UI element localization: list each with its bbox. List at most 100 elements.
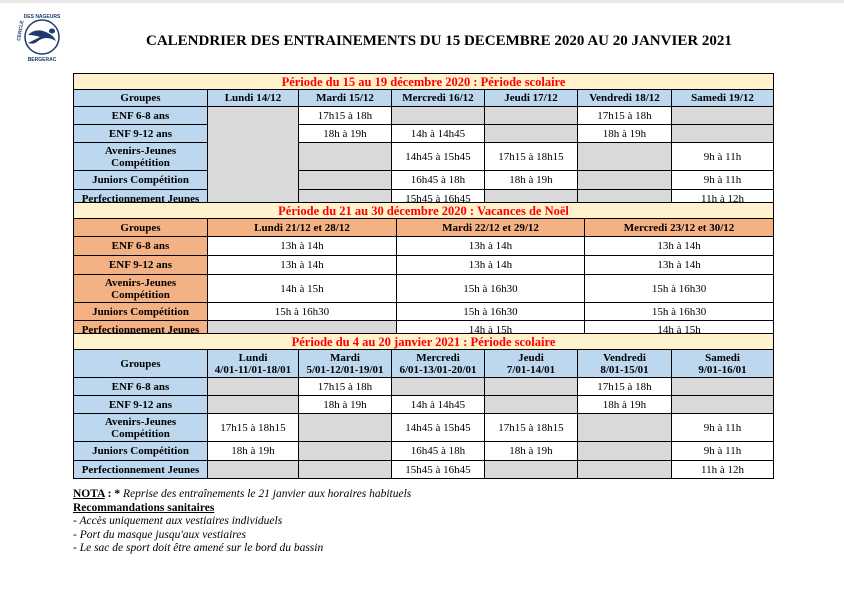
- empty-cell: [670, 124, 775, 143]
- header-line: Lundi 21/12 et 28/12: [254, 221, 350, 234]
- recommendation-item: - Accès uniquement aux vestiaires indivi…: [73, 515, 283, 527]
- schedule-cell: 13h à 14h: [396, 236, 585, 256]
- schedule-cell: 13h à 14h: [207, 236, 397, 256]
- header-line: Mercredi: [416, 351, 460, 364]
- schedule-cell: 14h à 14h45: [391, 124, 485, 143]
- table-row: Perfectionnement Jeunes 15h45 à 16h45 11h …: [73, 460, 775, 479]
- notes-section: NOTA : * Reprise des entraînements le 21…: [73, 488, 411, 556]
- nota-separator: : *: [104, 488, 123, 500]
- schedule-cell: 18h à 19h: [577, 395, 672, 414]
- header-line: Jeudi: [518, 351, 544, 364]
- header-line: Groupes: [120, 357, 161, 370]
- column-header-day: Jeudi 7/01-14/01: [484, 349, 578, 378]
- header-line: 6/01-13/01-20/01: [399, 363, 477, 376]
- header-line: 7/01-14/01: [506, 363, 556, 376]
- svg-text:BERGERAC: BERGERAC: [28, 57, 57, 63]
- header-line: Samedi: [705, 351, 740, 364]
- empty-cell: [207, 395, 299, 414]
- empty-cell: [577, 142, 672, 171]
- column-header-day: Mercredi 6/01-13/01-20/01: [391, 349, 485, 378]
- group-name: Avenirs-Jeunes Compétition: [73, 274, 208, 303]
- header-line: Mercredi 16/12: [402, 92, 474, 104]
- schedule-cell: 18h à 19h: [484, 441, 578, 461]
- empty-cell: [207, 377, 299, 396]
- header-line: Jeudi 17/12: [504, 92, 558, 104]
- schedule-cell: 18h à 19h: [298, 124, 392, 143]
- empty-cell: [298, 170, 392, 190]
- column-header-day: Mardi 15/12: [298, 89, 392, 107]
- header-row: Groupes Lundi 21/12 et 28/12 Mardi 22/12 e…: [73, 218, 775, 237]
- column-header-groups: Groupes: [73, 89, 208, 107]
- group-name: Avenirs-Jeunes Compétition: [73, 413, 208, 442]
- nota-text: Reprise des entraînements le 21 janvier …: [122, 488, 412, 500]
- empty-cell: [298, 142, 392, 171]
- empty-merged-cell: [207, 106, 299, 208]
- empty-cell: [670, 377, 775, 396]
- schedule-cell: 14h à 14h45: [391, 395, 485, 414]
- group-name: Juniors Compétition: [73, 302, 208, 321]
- header-row: Groupes Lundi 4/01-11/01-18/01 Mardi 5/01-12…: [73, 349, 775, 378]
- group-name: ENF 9-12 ans: [73, 255, 208, 275]
- table-row: Juniors Compétition 16h45 à 18h 18h à 19h 9…: [73, 170, 775, 190]
- page-title: CALENDRIER DES ENTRAINEMENTS DU 15 DECEM…: [146, 33, 732, 49]
- header-line: Groupes: [120, 221, 161, 234]
- empty-cell: [484, 124, 578, 143]
- column-header-day: Lundi 4/01-11/01-18/01: [207, 349, 299, 378]
- empty-cell: [484, 106, 578, 125]
- column-header-day: Mercredi 16/12: [391, 89, 485, 107]
- schedule-cell: 9h à 11h: [670, 142, 775, 171]
- column-header-day: Vendredi 8/01-15/01: [577, 349, 672, 378]
- column-header-day: Mardi 5/01-12/01-19/01: [298, 349, 392, 378]
- table-row: Avenirs-Jeunes Compétition 14h à 15h 15h à…: [73, 274, 775, 303]
- group-name: ENF 9-12 ans: [73, 124, 208, 143]
- schedule-cell: 15h à 16h30: [583, 274, 775, 303]
- empty-cell: [207, 460, 299, 479]
- recommendation-item: - Port du masque jusqu'aux vestiaires: [73, 528, 246, 541]
- empty-cell: [577, 170, 672, 190]
- column-header-day: Samedi 9/01-16/01: [670, 349, 775, 378]
- schedule-cell: 17h15 à 18h15: [207, 413, 299, 442]
- table-row: Avenirs-Jeunes Compétition 14h45 à 15h45 1…: [73, 142, 775, 171]
- column-header-day: Samedi 19/12: [670, 89, 775, 107]
- header-line: 5/01-12/01-19/01: [306, 363, 384, 376]
- schedule-cell: 14h45 à 15h45: [391, 142, 485, 171]
- schedule-cell: 16h45 à 18h: [391, 441, 485, 461]
- group-name: ENF 6-8 ans: [73, 236, 208, 256]
- schedule-cell: 13h à 14h: [396, 255, 585, 275]
- schedule-table-christmas-holidays: Période du 21 au 30 décembre 2020 : Vaca…: [72, 202, 775, 339]
- header-line: 9/01-16/01: [698, 363, 747, 376]
- group-name: ENF 9-12 ans: [73, 395, 208, 414]
- schedule-cell: 9h à 11h: [670, 170, 775, 190]
- header-line: Vendredi 18/12: [589, 92, 660, 104]
- table-row: ENF 6-8 ans 13h à 14h 13h à 14h 13h à 14h: [73, 236, 775, 256]
- schedule-cell: 15h à 16h30: [207, 302, 397, 321]
- period-title: Période du 15 au 19 décembre 2020 : Péri…: [72, 73, 775, 90]
- period-title: Période du 21 au 30 décembre 2020 : Vaca…: [72, 202, 775, 219]
- group-name: Perfectionnement Jeunes: [73, 460, 208, 479]
- recommendations-title: Recommandations sanitaires: [73, 501, 215, 514]
- column-header-day: Mardi 22/12 et 29/12: [396, 218, 585, 237]
- group-name: Juniors Compétition: [73, 170, 208, 190]
- column-header-groups: Groupes: [73, 349, 208, 378]
- empty-cell: [670, 395, 775, 414]
- schedule-cell: 16h45 à 18h: [391, 170, 485, 190]
- header-line: 4/01-11/01-18/01: [214, 363, 292, 376]
- table-row: Avenirs-Jeunes Compétition 17h15 à 18h15 1…: [73, 413, 775, 442]
- header-line: Mardi 15/12: [316, 92, 374, 104]
- column-header-groups: Groupes: [73, 218, 208, 237]
- empty-cell: [391, 106, 485, 125]
- svg-text:CERCLE: CERCLE: [16, 19, 26, 41]
- schedule-cell: 13h à 14h: [583, 255, 775, 275]
- column-header-day: Lundi 14/12: [207, 89, 299, 107]
- header-line: Samedi 19/12: [691, 92, 754, 104]
- empty-cell: [670, 106, 775, 125]
- group-name: ENF 6-8 ans: [73, 106, 208, 125]
- recommendation-item: - Le sac de sport doit être amené sur le…: [73, 542, 324, 554]
- schedule-cell: 13h à 14h: [207, 255, 397, 275]
- empty-cell: [298, 413, 392, 442]
- empty-cell: [484, 460, 578, 479]
- nota-line: NOTA : * Reprise des entraînements le 21…: [73, 488, 411, 502]
- header-line: Lundi 14/12: [224, 92, 282, 104]
- schedule-cell: 14h45 à 15h45: [391, 413, 485, 442]
- header-line: Mardi: [330, 351, 360, 364]
